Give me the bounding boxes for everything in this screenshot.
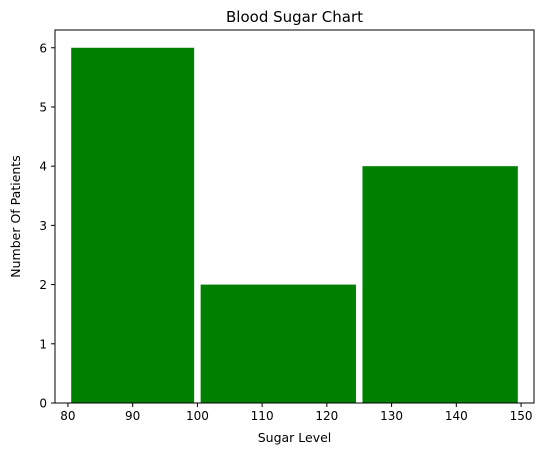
chart-title: Blood Sugar Chart <box>226 8 363 26</box>
x-tick-label: 120 <box>315 409 338 423</box>
ticks-layer: 80 90 100 110 120 130 140 150 0 1 2 3 4 5 6 <box>39 41 532 423</box>
x-tick-label: 80 <box>60 409 75 423</box>
plot-frame <box>54 29 535 404</box>
x-tick-label: 110 <box>251 409 274 423</box>
x-axis-title: Sugar Level <box>258 430 332 445</box>
y-tick-label: 4 <box>39 160 47 174</box>
y-tick-label: 1 <box>39 337 47 351</box>
x-tick-label: 100 <box>186 409 209 423</box>
bars-layer <box>71 47 518 404</box>
bar-3 <box>362 166 518 403</box>
bar-2 <box>200 284 356 403</box>
y-tick-label: 6 <box>39 41 47 55</box>
bar-1 <box>71 47 195 404</box>
x-tick-label: 130 <box>380 409 403 423</box>
x-tick-label: 150 <box>510 409 533 423</box>
y-axis-title: Number Of Patients <box>8 155 23 277</box>
x-tick-label: 90 <box>125 409 140 423</box>
y-tick-label: 3 <box>39 219 47 233</box>
x-tick-label: 140 <box>445 409 468 423</box>
y-tick-label: 0 <box>39 397 47 411</box>
y-tick-label: 5 <box>39 100 47 114</box>
y-tick-label: 2 <box>39 278 47 292</box>
